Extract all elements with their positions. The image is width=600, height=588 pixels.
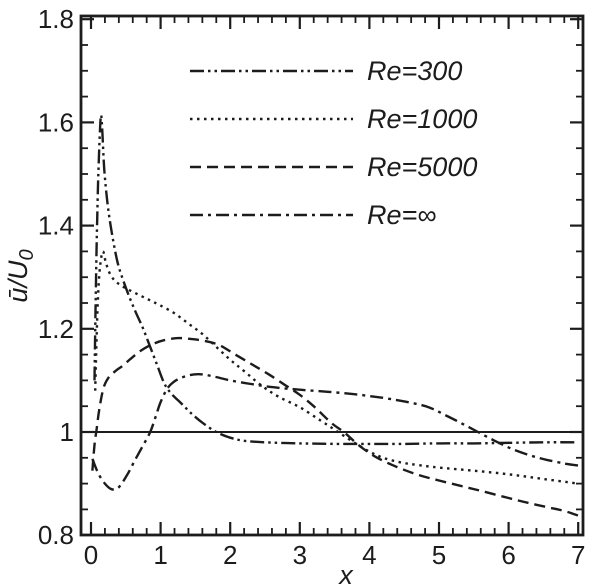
x-tick-label: 2 bbox=[223, 540, 237, 570]
x-axis-label: x bbox=[337, 560, 354, 588]
y-axis-label: ū/U0 bbox=[3, 249, 38, 302]
x-tick-label: 4 bbox=[362, 540, 376, 570]
y-tick-label: 1.8 bbox=[38, 4, 74, 34]
x-tick-label: 0 bbox=[84, 540, 98, 570]
plot-border bbox=[79, 14, 585, 537]
series-re-inf bbox=[91, 372, 579, 491]
x-tick-label: 1 bbox=[153, 540, 167, 570]
y-tick-label: 1.4 bbox=[38, 211, 74, 241]
y-tick-label: 1.2 bbox=[38, 314, 74, 344]
y-tick-label: 1.6 bbox=[38, 107, 74, 137]
x-tick-label: 5 bbox=[432, 540, 446, 570]
legend-label-re-inf: Re=∞ bbox=[367, 200, 437, 230]
series-re-300 bbox=[93, 113, 579, 446]
y-tick-label: 1 bbox=[60, 417, 74, 447]
legend-label-re-1000: Re=1000 bbox=[367, 104, 477, 134]
legend-label-re-5000: Re=5000 bbox=[367, 152, 477, 182]
legend-label-re-300: Re=300 bbox=[367, 56, 462, 86]
y-tick-label: 0.8 bbox=[38, 520, 74, 550]
series-re-1000 bbox=[94, 250, 579, 485]
series-re-5000 bbox=[91, 336, 579, 517]
x-tick-label: 7 bbox=[571, 540, 585, 570]
x-tick-label: 3 bbox=[293, 540, 307, 570]
x-tick-label: 6 bbox=[501, 540, 515, 570]
